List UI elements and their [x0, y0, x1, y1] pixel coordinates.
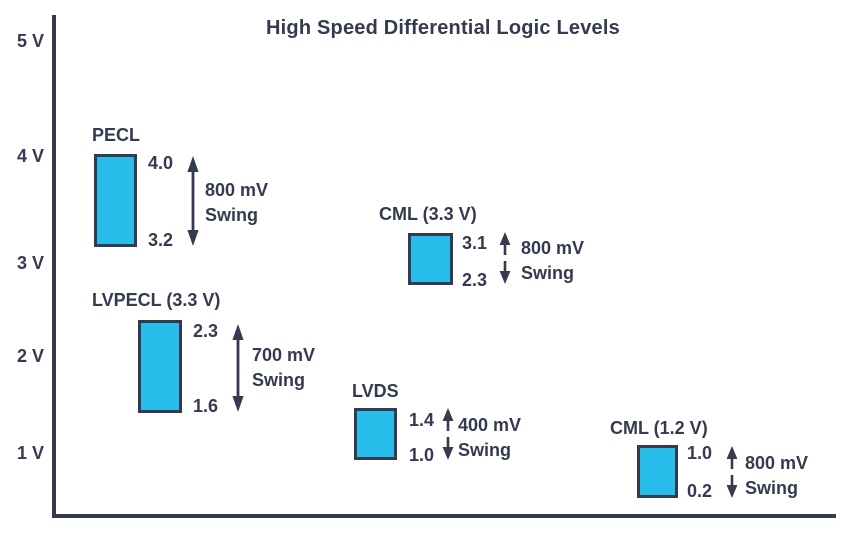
vmin-label: 3.2 [148, 230, 174, 250]
y-tick-4v: 4 V [16, 146, 44, 166]
swing-word: Swing [745, 478, 798, 498]
level-box [94, 154, 137, 247]
vmax-label: 1.0 [687, 443, 713, 463]
swing-word: Swing [458, 440, 511, 460]
y-tick-3v: 3 V [16, 253, 44, 273]
series-label: CML (1.2 V) [610, 418, 708, 438]
vmax-label: 4.0 [148, 153, 174, 173]
swing-arrow-icon [230, 324, 246, 412]
vmin-label: 2.3 [462, 270, 488, 290]
level-box [354, 408, 397, 460]
swing-word: Swing [252, 370, 305, 390]
swing-amount: 800 mV [205, 180, 269, 200]
level-box [637, 445, 678, 498]
swing-amount: 700 mV [252, 345, 316, 365]
vmin-label: 0.2 [687, 481, 713, 501]
swing-arrow-icon [724, 446, 740, 498]
vmax-label: 3.1 [462, 233, 488, 253]
series-label: LVPECL (3.3 V) [92, 290, 221, 310]
swing-arrow-icon [497, 232, 513, 284]
swing-arrow-icon [185, 156, 201, 246]
swing-amount: 800 mV [521, 238, 585, 258]
vmax-label: 2.3 [193, 321, 219, 341]
swing-arrow-icon [440, 408, 456, 460]
y-tick-5v: 5 V [16, 31, 44, 51]
swing-word: Swing [521, 263, 574, 283]
swing-text: 400 mV Swing [458, 413, 521, 463]
y-tick-1v: 1 V [16, 443, 44, 463]
swing-text: 800 mV Swing [521, 236, 584, 286]
level-box [408, 233, 453, 285]
vmax-label: 1.4 [409, 410, 435, 430]
y-axis-line [52, 15, 56, 518]
swing-text: 800 mV Swing [205, 178, 268, 228]
y-tick-2v: 2 V [16, 346, 44, 366]
x-axis-line [52, 514, 836, 518]
swing-amount: 400 mV [458, 415, 522, 435]
chart-title: High Speed Differential Logic Levels [266, 17, 620, 39]
swing-text: 700 mV Swing [252, 343, 315, 393]
vmin-label: 1.0 [409, 445, 435, 465]
swing-text: 800 mV Swing [745, 451, 808, 501]
swing-word: Swing [205, 205, 258, 225]
level-box [138, 320, 182, 413]
series-label: LVDS [352, 381, 399, 401]
swing-amount: 800 mV [745, 453, 809, 473]
series-label: CML (3.3 V) [379, 204, 477, 224]
series-label: PECL [92, 125, 141, 145]
vmin-label: 1.6 [193, 396, 219, 416]
